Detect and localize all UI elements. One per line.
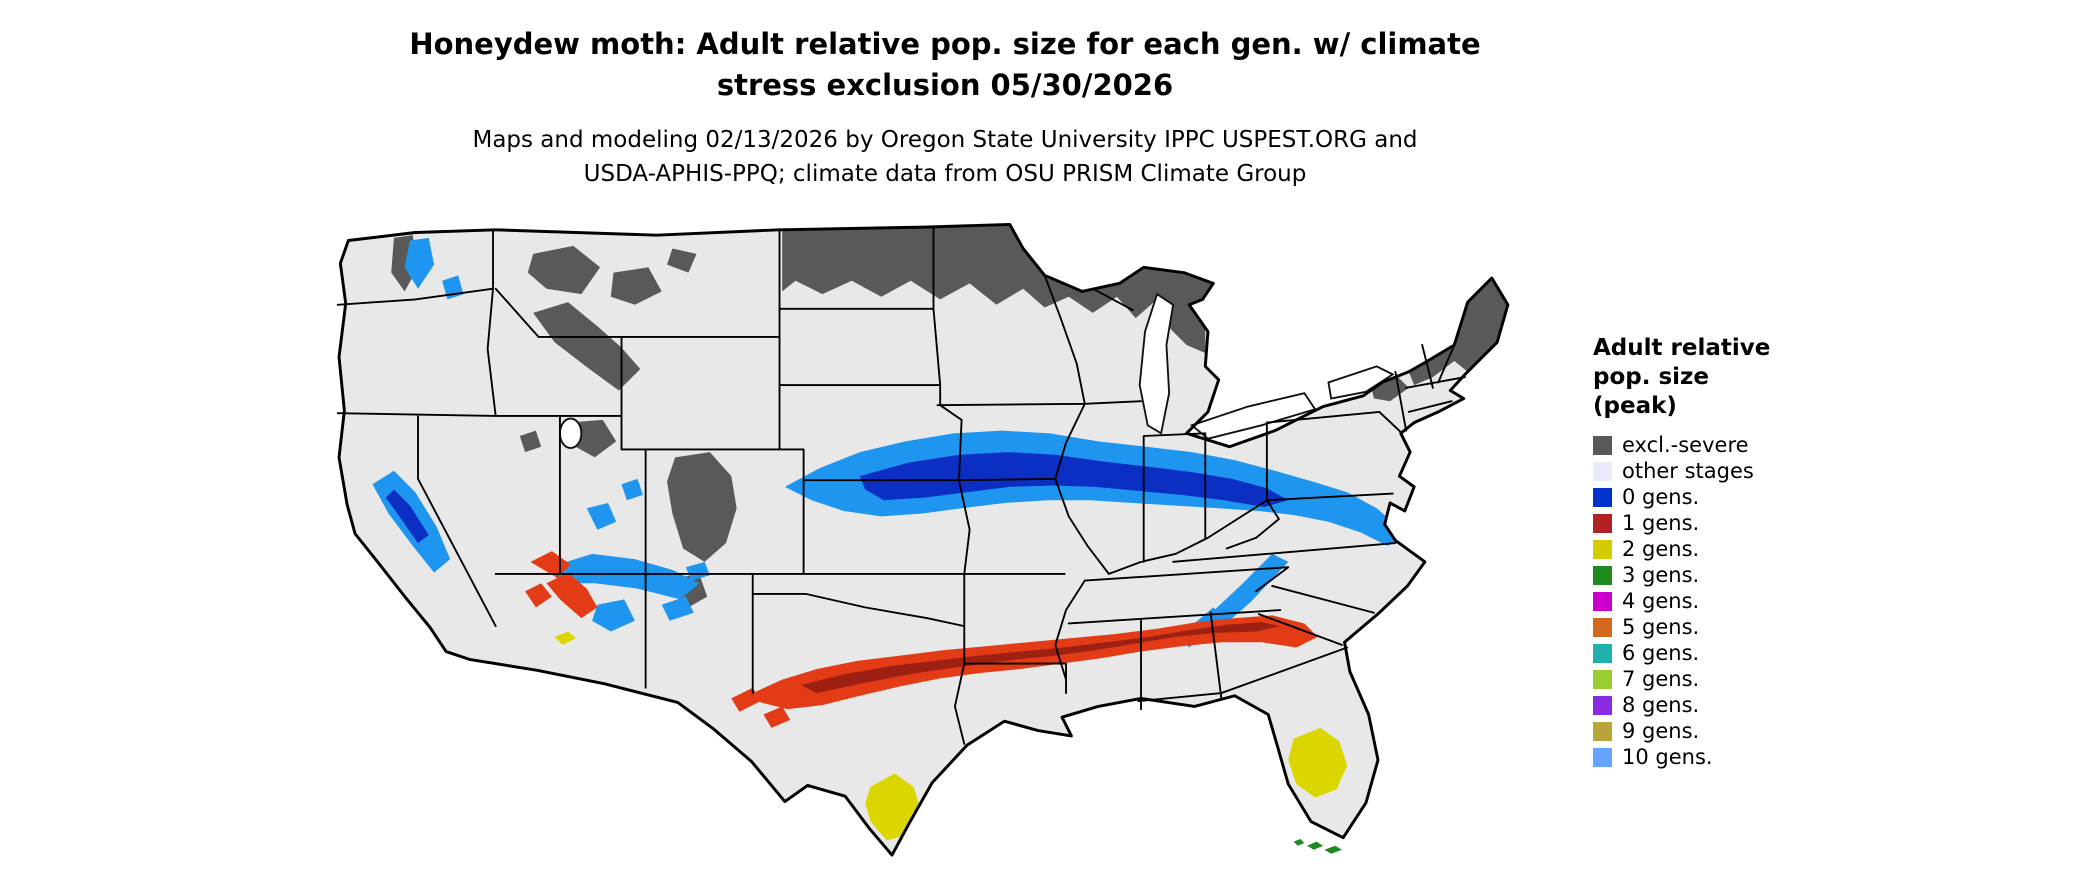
legend-label: 9 gens. [1622, 718, 1700, 743]
region-0-gens-core [385, 452, 1289, 544]
legend-swatch [1593, 565, 1612, 585]
legend-label: 2 gens. [1622, 536, 1700, 561]
map-title: Honeydew moth: Adult relative pop. size … [0, 24, 1890, 105]
legend-label: 6 gens. [1622, 640, 1700, 665]
legend-swatch [1593, 487, 1612, 507]
region-1-gens-core-shapes [800, 622, 1281, 694]
legend-swatch [1593, 747, 1612, 767]
us-outline [337, 222, 1510, 857]
legend-label: 8 gens. [1622, 692, 1700, 717]
map-subtitle: Maps and modeling 02/13/2026 by Oregon S… [0, 124, 1890, 191]
legend-swatch [1593, 435, 1612, 455]
legend-swatch [1593, 461, 1612, 481]
region-3-gens [1293, 839, 1342, 854]
map-title-line1: Honeydew moth: Adult relative pop. size … [409, 27, 1481, 61]
legend-item: 10 gens. [1593, 744, 1883, 769]
legend-swatch [1593, 721, 1612, 741]
legend-swatch [1593, 617, 1612, 637]
legend-title: Adult relative pop. size (peak) [1593, 334, 1883, 421]
legend-swatch [1593, 513, 1612, 533]
legend-item: 1 gens. [1593, 510, 1883, 535]
legend-item: other stages [1593, 458, 1883, 483]
legend-item: 9 gens. [1593, 718, 1883, 743]
us-map [336, 222, 1510, 857]
map-legend: Adult relative pop. size (peak) excl.-se… [1593, 334, 1883, 767]
map-title-line2: stress exclusion 05/30/2026 [716, 67, 1174, 102]
map-subtitle-line1: Maps and modeling 02/13/2026 by Oregon S… [472, 127, 1418, 153]
legend-title-line3: (peak) [1593, 392, 1677, 419]
legend-swatch [1593, 669, 1612, 689]
legend-item: 4 gens. [1593, 588, 1883, 613]
lake-michigan [1138, 292, 1175, 435]
legend-swatch [1593, 695, 1612, 715]
legend-label: 1 gens. [1622, 510, 1700, 535]
great-salt-lake [558, 417, 583, 449]
legend-item: 8 gens. [1593, 692, 1883, 717]
region-3-gens-shapes [1293, 839, 1342, 854]
legend-swatch [1593, 591, 1612, 611]
legend-item: 5 gens. [1593, 614, 1883, 639]
legend-label: 10 gens. [1622, 744, 1713, 769]
legend-title-line1: Adult relative [1593, 335, 1771, 361]
legend-label: 0 gens. [1622, 484, 1700, 509]
legend-item: 2 gens. [1593, 536, 1883, 561]
legend-item: 3 gens. [1593, 562, 1883, 587]
legend-item: 6 gens. [1593, 640, 1883, 665]
region-1-gens-core [800, 622, 1281, 694]
legend-item: 7 gens. [1593, 666, 1883, 691]
legend-label: 4 gens. [1622, 588, 1700, 613]
legend-swatch [1593, 539, 1612, 559]
legend-items: excl.-severe other stages 0 gens. 1 gens… [1593, 432, 1883, 769]
legend-title-line2: pop. size [1593, 363, 1710, 390]
legend-label: excl.-severe [1622, 432, 1749, 457]
legend-label: 7 gens. [1622, 666, 1700, 691]
legend-label: 5 gens. [1622, 614, 1700, 639]
legend-item: excl.-severe [1593, 432, 1883, 457]
legend-label: 3 gens. [1622, 562, 1700, 587]
state-borders [336, 226, 1466, 745]
legend-label: other stages [1622, 458, 1754, 483]
region-0-gens-core-shapes [385, 452, 1289, 544]
us-landmass [339, 224, 1508, 856]
map-subtitle-line2: USDA-APHIS-PPQ; climate data from OSU PR… [583, 160, 1307, 187]
lakes [558, 292, 1395, 449]
legend-swatch [1593, 643, 1612, 663]
legend-item: 0 gens. [1593, 484, 1883, 509]
